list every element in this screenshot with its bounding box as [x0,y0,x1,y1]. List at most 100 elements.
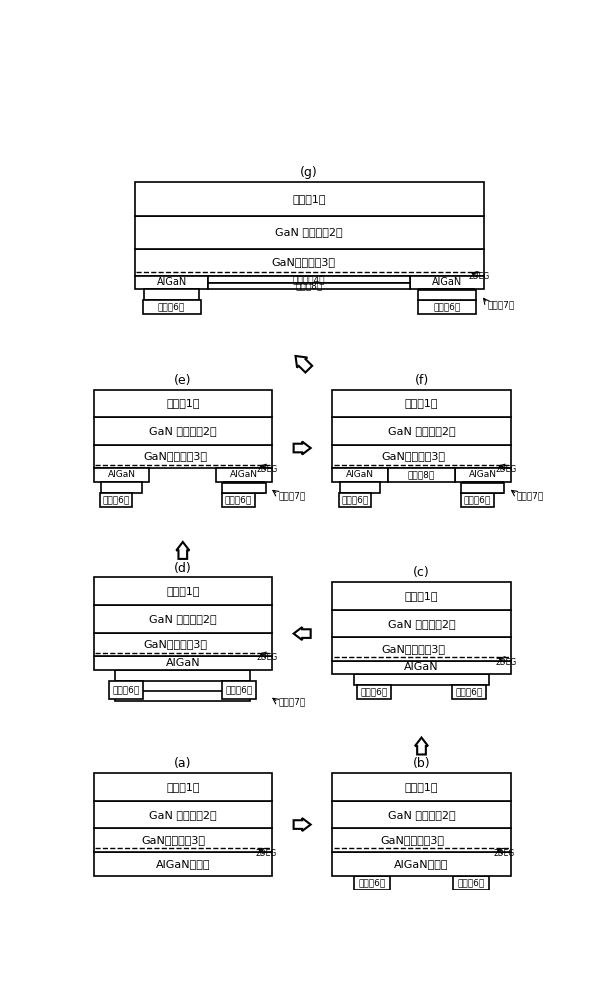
Bar [332,468,388,482]
Text: 阴极（6）: 阴极（6） [102,495,130,504]
Text: (a): (a) [174,757,191,770]
Text: AlGaN: AlGaN [230,470,258,479]
Bar [94,389,272,417]
Bar [417,290,476,300]
Bar [223,493,255,507]
Text: 势垒层（4）: 势垒层（4） [293,275,326,284]
Text: 阴极（6）: 阴极（6） [457,879,485,888]
Bar [94,445,272,468]
Bar [94,852,272,876]
Text: 2DEG: 2DEG [257,653,278,662]
Bar [94,605,272,633]
Polygon shape [294,627,311,640]
Text: 阴极（6）: 阴极（6） [360,688,388,697]
Bar [354,876,390,890]
Bar [332,852,511,876]
Text: 2DEG: 2DEG [495,658,517,667]
Polygon shape [295,356,312,372]
Bar [338,493,371,507]
Text: 阴极（6）: 阴极（6） [341,495,368,504]
Bar [332,389,511,417]
Text: 衬底（1）: 衬底（1） [405,782,438,792]
Bar [332,637,511,661]
Text: 阴极（6）: 阴极（6） [225,495,252,504]
Bar [417,300,476,314]
Bar [216,468,272,482]
Bar [208,276,410,283]
Bar [419,289,474,300]
Text: AlGaN势垒层: AlGaN势垒层 [156,859,210,869]
Text: 阴极（6）: 阴极（6） [433,303,460,312]
Text: 衬底（1）: 衬底（1） [166,586,200,596]
Bar [144,289,199,300]
Text: AlGaN势垒层: AlGaN势垒层 [394,859,449,869]
Text: GaN 缓冲层（2）: GaN 缓冲层（2） [149,810,216,820]
Text: (g): (g) [300,166,318,179]
Text: 介质（7）: 介质（7） [278,698,305,707]
Text: AlGaN: AlGaN [469,470,497,479]
Text: GaN 缓冲层（2）: GaN 缓冲层（2） [149,426,216,436]
Text: 衬底（1）: 衬底（1） [292,194,326,204]
Text: GaN 缓冲层（2）: GaN 缓冲层（2） [149,614,216,624]
Bar [332,610,511,637]
Bar [94,828,272,852]
Bar [410,276,484,289]
Bar [135,276,208,289]
Bar [208,283,410,289]
Text: 衬底（1）: 衬底（1） [405,591,438,601]
Text: 介质（7）: 介质（7） [517,491,544,500]
Text: GaN沟道层（3）: GaN沟道层（3） [380,835,444,845]
Bar [463,482,503,493]
Bar [94,468,150,482]
Bar [340,482,381,493]
Text: 介质（7）: 介质（7） [278,491,305,500]
Text: 阴极（6）: 阴极（6） [463,495,491,504]
Bar [332,417,511,445]
Bar [453,876,489,890]
Polygon shape [177,542,189,559]
Bar [224,482,264,493]
Text: 2DEG: 2DEG [468,272,489,281]
Bar [101,482,142,493]
Bar [332,773,511,801]
Text: GaN 缓冲层（2）: GaN 缓冲层（2） [387,810,455,820]
Polygon shape [294,442,311,454]
Bar [354,674,489,685]
Text: (e): (e) [174,374,191,387]
Text: 阴极（6）: 阴极（6） [455,688,482,697]
Text: 阴极（6）: 阴极（6） [226,685,253,694]
Bar [332,828,511,852]
Bar [135,216,484,249]
Bar [332,582,511,610]
Text: AlGaN: AlGaN [346,470,375,479]
Text: 阴极（6）: 阴极（6） [113,685,140,694]
Text: GaN沟道层（3）: GaN沟道层（3） [382,644,446,654]
Bar [94,656,272,670]
Bar [142,300,200,314]
Bar [332,801,511,828]
Bar [109,681,143,699]
Text: GaN沟道层（3）: GaN沟道层（3） [143,639,207,649]
Bar [94,577,272,605]
Bar [94,633,272,656]
Bar [94,773,272,801]
Text: AlGaN: AlGaN [404,662,439,672]
Bar [332,445,511,468]
Text: GaN沟道层（3）: GaN沟道层（3） [271,257,335,267]
Bar [223,681,256,699]
Text: 介质（7）: 介质（7） [487,300,515,309]
Bar [94,801,272,828]
Text: 2DEG: 2DEG [257,465,278,474]
Text: GaN 缓冲层（2）: GaN 缓冲层（2） [387,426,455,436]
Bar [452,685,486,699]
Text: (b): (b) [413,757,430,770]
Text: AlGaN: AlGaN [432,277,462,287]
Text: AlGaN: AlGaN [166,658,200,668]
Text: 阴极（6）: 阴极（6） [358,879,386,888]
Text: GaN沟道层（3）: GaN沟道层（3） [382,451,446,461]
Text: 衬底（1）: 衬底（1） [166,398,200,408]
Bar [461,493,493,507]
Bar [223,483,265,493]
Text: 2DEG: 2DEG [255,849,276,858]
Text: (c): (c) [413,566,430,579]
